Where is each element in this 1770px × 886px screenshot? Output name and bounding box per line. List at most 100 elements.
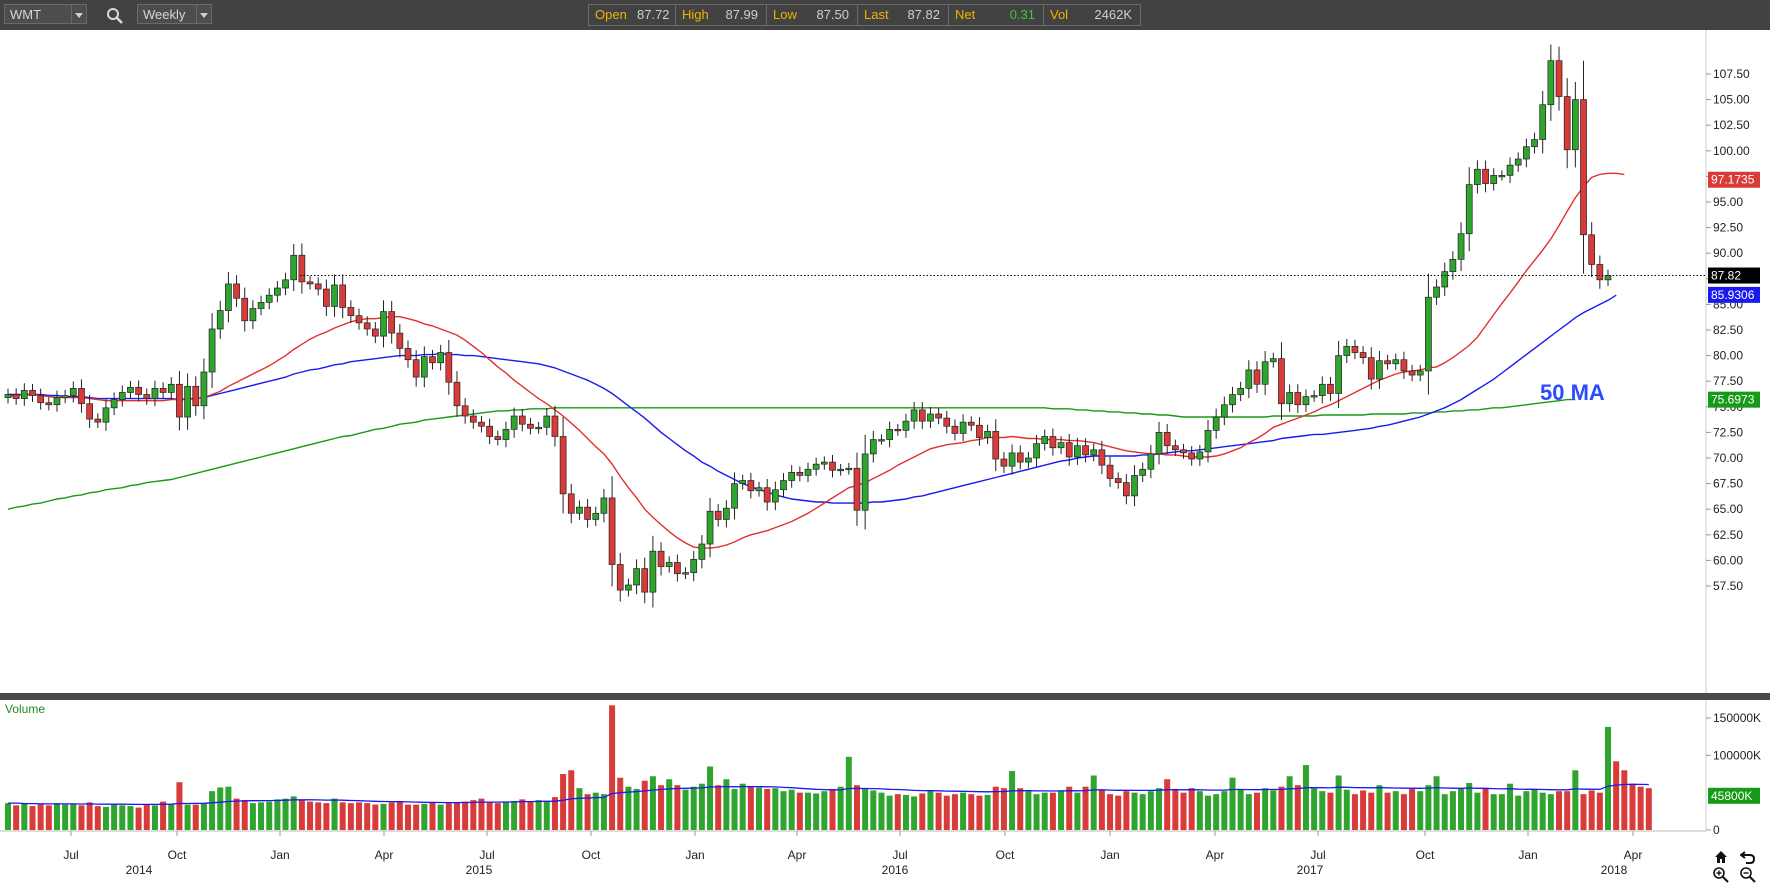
- candle: [1555, 46, 1563, 111]
- candle: [698, 535, 706, 569]
- candle: [12, 388, 20, 405]
- candle: [845, 462, 853, 475]
- volume-bar: [1547, 794, 1554, 830]
- candle: [1523, 138, 1530, 168]
- candle-body: [233, 283, 240, 299]
- month-label: Jan: [270, 848, 289, 862]
- volume-bar: [682, 789, 689, 830]
- quote-value: 87.99: [725, 7, 758, 22]
- candle: [502, 421, 510, 448]
- price-tick-label: 90.00: [1713, 246, 1743, 260]
- chart-area[interactable]: 107.50105.00102.50100.0097.5095.0092.509…: [0, 30, 1770, 886]
- month-label: Oct: [996, 848, 1015, 862]
- candle-body: [323, 288, 330, 307]
- candle: [127, 380, 134, 399]
- candle-body: [1376, 360, 1383, 380]
- candle-body: [747, 480, 755, 492]
- quote-bar: Open 87.72 High 87.99 Low 87.50 Last 87.82 Net 0.…: [588, 4, 1141, 26]
- candle-body: [1074, 445, 1081, 458]
- candle-body: [1098, 449, 1106, 466]
- volume-bar: [405, 804, 411, 830]
- volume-bar: [119, 805, 126, 830]
- home-icon[interactable]: [1713, 849, 1729, 865]
- candle: [714, 504, 722, 527]
- candle-body: [894, 428, 902, 432]
- volume-bar: [666, 779, 673, 830]
- candle: [298, 243, 306, 294]
- candle: [249, 300, 257, 329]
- candle-body: [780, 480, 787, 491]
- candle: [1025, 451, 1032, 469]
- volume-bar: [862, 788, 869, 830]
- candle: [437, 344, 445, 371]
- undo-icon[interactable]: [1740, 849, 1756, 865]
- candle-body: [1188, 452, 1196, 460]
- symbol-input[interactable]: WMT: [4, 4, 87, 24]
- candle-body: [1482, 168, 1489, 184]
- candle-body: [396, 332, 404, 349]
- candle: [878, 434, 885, 445]
- candle: [796, 466, 804, 482]
- candle-body: [61, 395, 69, 398]
- interval-select[interactable]: Weekly: [137, 4, 212, 24]
- volume-bar: [307, 801, 314, 830]
- candle-body: [1474, 168, 1481, 185]
- candle: [641, 557, 649, 604]
- volume-bar: [1449, 791, 1456, 830]
- candle: [902, 413, 910, 438]
- candle: [1090, 443, 1098, 462]
- volume-bar: [902, 794, 909, 830]
- candle: [1171, 439, 1179, 456]
- volume-bar: [690, 786, 697, 830]
- price-tick-label: 77.50: [1713, 374, 1743, 388]
- candle-body: [559, 436, 567, 495]
- candle-body: [29, 390, 36, 396]
- candle: [396, 324, 404, 358]
- candle: [665, 556, 673, 573]
- volume-bar: [592, 792, 599, 830]
- zoom-out-icon[interactable]: [1739, 866, 1757, 884]
- volume-bar: [960, 792, 967, 830]
- volume-bar: [674, 785, 681, 830]
- volume-bar: [364, 803, 371, 830]
- candle-body: [1269, 358, 1277, 363]
- volume-bar: [935, 792, 942, 830]
- volume-bar: [1041, 792, 1048, 830]
- last-volume-label-bg: [1708, 787, 1760, 804]
- price-label-text: 87.82: [1711, 269, 1741, 283]
- search-icon[interactable]: [106, 7, 124, 25]
- price-labels: 97.1735 87.82 85.9306 75.6973: [1708, 171, 1760, 408]
- candle: [412, 350, 420, 387]
- volume-bar: [625, 786, 632, 830]
- candle-body: [1310, 395, 1318, 398]
- volume-bar: [1180, 792, 1187, 830]
- candle-body: [535, 426, 542, 430]
- price-label-text: 97.1735: [1711, 173, 1755, 187]
- candle: [1343, 338, 1351, 364]
- volume-bar: [894, 794, 901, 830]
- candle: [853, 452, 861, 526]
- pane-divider[interactable]: [0, 693, 1770, 700]
- candle: [1016, 445, 1024, 470]
- candle-body: [151, 388, 159, 399]
- volume-bar: [102, 806, 109, 830]
- candle: [1033, 434, 1040, 467]
- volume-bar: [160, 801, 167, 830]
- candle-body: [1123, 482, 1130, 497]
- volume-bar: [462, 801, 469, 830]
- candle: [992, 419, 1000, 472]
- interval-dropdown-icon[interactable]: [196, 5, 211, 23]
- candle-body: [1302, 396, 1310, 406]
- symbol-dropdown-icon[interactable]: [71, 5, 86, 23]
- candle: [118, 385, 126, 407]
- price-label-bg: [1708, 171, 1760, 188]
- candle-body: [698, 543, 706, 560]
- price-label-last: 87.82: [1708, 267, 1760, 284]
- candle: [943, 410, 951, 434]
- ma50-path: [8, 294, 1617, 504]
- volume-bar: [266, 801, 273, 830]
- volume-bar: [1629, 783, 1636, 830]
- volume-bar: [927, 790, 934, 830]
- candle: [1098, 440, 1106, 475]
- zoom-in-icon[interactable]: [1712, 866, 1730, 884]
